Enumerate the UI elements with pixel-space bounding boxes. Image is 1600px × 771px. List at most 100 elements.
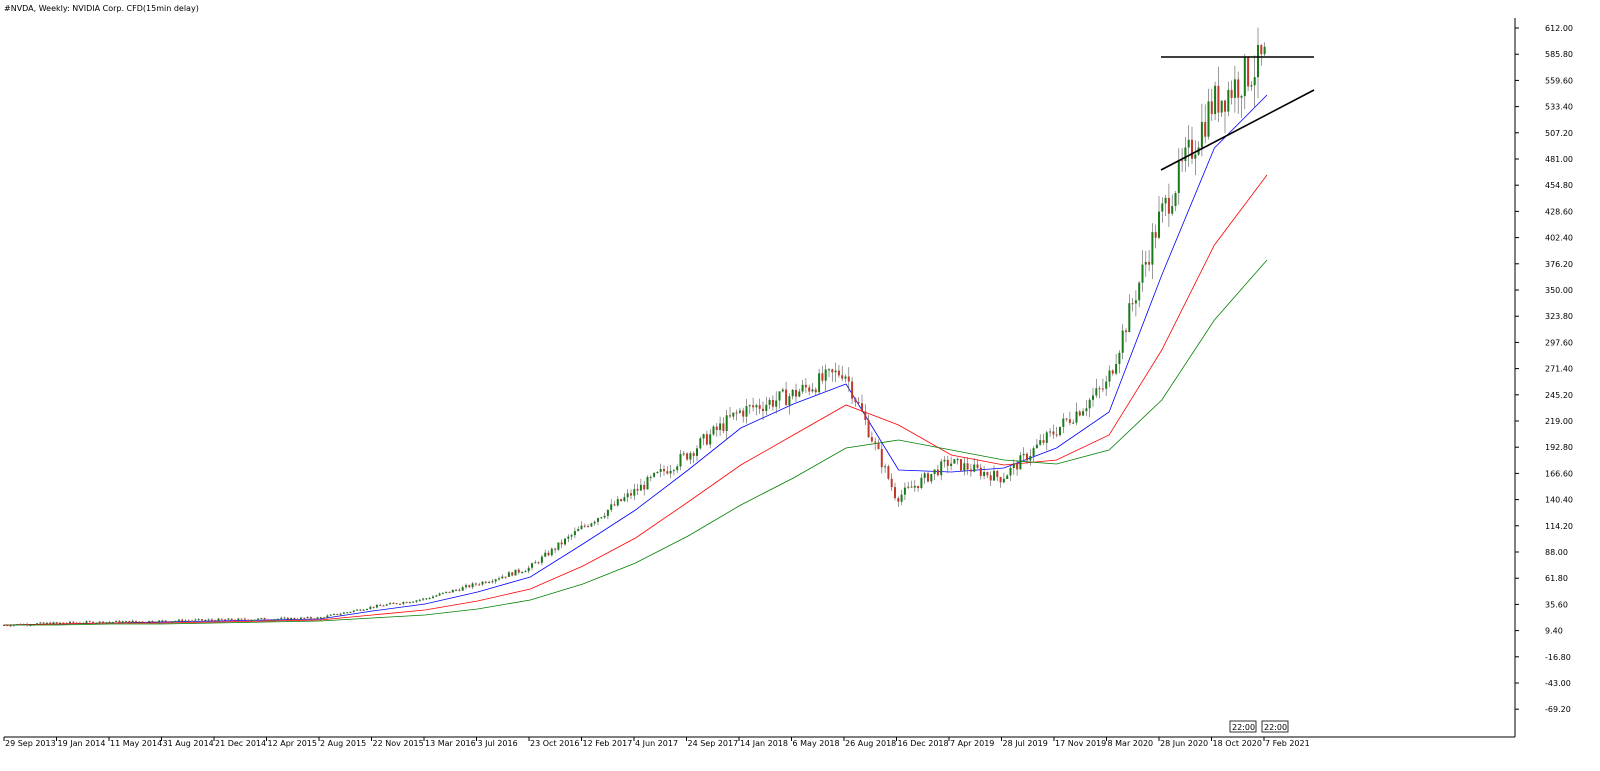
candle-bullish xyxy=(669,470,672,474)
candle-bullish xyxy=(501,576,504,579)
candle-bullish xyxy=(1002,478,1005,483)
candle-bullish xyxy=(346,612,349,614)
candle-bullish xyxy=(689,453,692,460)
candle-bearish xyxy=(164,620,167,622)
candle-bearish xyxy=(560,542,563,545)
candle-bearish xyxy=(102,621,104,624)
candle-bearish xyxy=(666,471,669,474)
candle-bullish xyxy=(748,405,751,407)
candle-bullish xyxy=(465,585,467,588)
candle-bearish xyxy=(309,617,312,619)
candle-bearish xyxy=(191,620,194,622)
candle-bullish xyxy=(1158,211,1160,238)
candle-bullish xyxy=(356,609,359,611)
candle-bullish xyxy=(306,617,309,619)
candle-bullish xyxy=(597,518,599,522)
candle-bullish xyxy=(375,605,378,608)
candle-bearish xyxy=(960,459,962,471)
candle-bearish xyxy=(78,622,81,624)
candle-bearish xyxy=(735,412,738,414)
candle-bearish xyxy=(1055,434,1058,436)
candle-bearish xyxy=(864,411,867,420)
candle-bullish xyxy=(197,619,200,621)
y-tick-label: 192.80 xyxy=(1545,443,1573,452)
candle-bearish xyxy=(1078,411,1081,416)
candle-bullish xyxy=(52,622,55,625)
candle-bullish xyxy=(22,624,25,626)
candle-bullish xyxy=(300,617,302,620)
candle-bearish xyxy=(851,381,854,399)
candle-bullish xyxy=(567,536,570,539)
candle-bullish xyxy=(732,412,735,417)
x-tick-label: 7 Apr 2019 xyxy=(950,739,994,748)
candle-bullish xyxy=(676,466,679,471)
candle-bearish xyxy=(897,498,900,502)
candle-bullish xyxy=(1243,57,1246,97)
candle-bullish xyxy=(1144,262,1147,265)
y-tick-label: 219.00 xyxy=(1545,417,1573,426)
candle-bullish xyxy=(884,466,887,468)
candle-bearish xyxy=(3,625,5,626)
candle-bullish xyxy=(1115,364,1118,374)
candle-bearish xyxy=(583,525,586,527)
y-tick-label: 350.00 xyxy=(1545,286,1573,295)
candle-bearish xyxy=(293,618,296,619)
candle-bullish xyxy=(39,622,42,624)
candle-bullish xyxy=(418,599,421,601)
candle-bullish xyxy=(342,612,345,614)
candle-bearish xyxy=(917,485,920,488)
candle-bearish xyxy=(270,619,273,621)
candle-bearish xyxy=(620,499,623,501)
chart-title: #NVDA, Weekly: NVIDIA Corp. CFD(15min de… xyxy=(4,4,199,13)
y-tick-label: 507.20 xyxy=(1545,129,1573,138)
candle-bullish xyxy=(349,611,352,613)
candle-bearish xyxy=(795,389,797,397)
candle-bullish xyxy=(1092,395,1094,400)
candle-bullish xyxy=(791,389,794,397)
candle-bearish xyxy=(946,459,949,466)
candle-bullish xyxy=(1250,85,1253,87)
candle-bullish xyxy=(738,410,741,413)
candle-bearish xyxy=(1042,440,1045,443)
x-tick-label: 14 Jan 2018 xyxy=(740,739,788,748)
candle-bullish xyxy=(276,618,279,620)
candle-bullish xyxy=(696,448,698,456)
candle-bullish xyxy=(1233,79,1236,98)
candle-bearish xyxy=(267,619,269,621)
candle-bullish xyxy=(923,473,926,478)
candle-bearish xyxy=(1260,45,1263,55)
candle-bullish xyxy=(36,623,38,625)
y-tick-label: 61.80 xyxy=(1545,574,1568,583)
candle-bearish xyxy=(135,620,137,622)
candle-bullish xyxy=(1194,154,1197,159)
candle-bearish xyxy=(511,572,514,576)
candle-bullish xyxy=(1257,45,1259,78)
candle-bullish xyxy=(408,602,411,604)
candle-bearish xyxy=(154,622,157,624)
candle-bearish xyxy=(474,583,477,585)
candle-bullish xyxy=(445,591,448,593)
candle-bullish xyxy=(580,525,583,530)
candle-bearish xyxy=(382,605,385,607)
candle-bullish xyxy=(1171,206,1174,214)
candle-bullish xyxy=(590,523,593,527)
y-tick-label: -16.80 xyxy=(1545,653,1571,662)
candle-bullish xyxy=(362,609,365,611)
candle-bearish xyxy=(49,622,52,625)
candle-bullish xyxy=(125,620,128,622)
candle-bearish xyxy=(372,606,375,608)
candle-bullish xyxy=(1253,77,1256,86)
candle-bullish xyxy=(494,579,497,582)
candle-bullish xyxy=(1009,467,1012,476)
y-tick-label: 88.00 xyxy=(1545,548,1568,557)
candle-bullish xyxy=(956,459,959,461)
candle-bullish xyxy=(1151,232,1154,265)
candle-bearish xyxy=(1148,262,1151,265)
candle-bullish xyxy=(1006,475,1009,479)
candle-bearish xyxy=(814,389,817,393)
moving-average-line-3 xyxy=(4,259,1268,626)
candle-bearish xyxy=(1230,89,1233,98)
trendline-2[interactable] xyxy=(1160,89,1315,171)
